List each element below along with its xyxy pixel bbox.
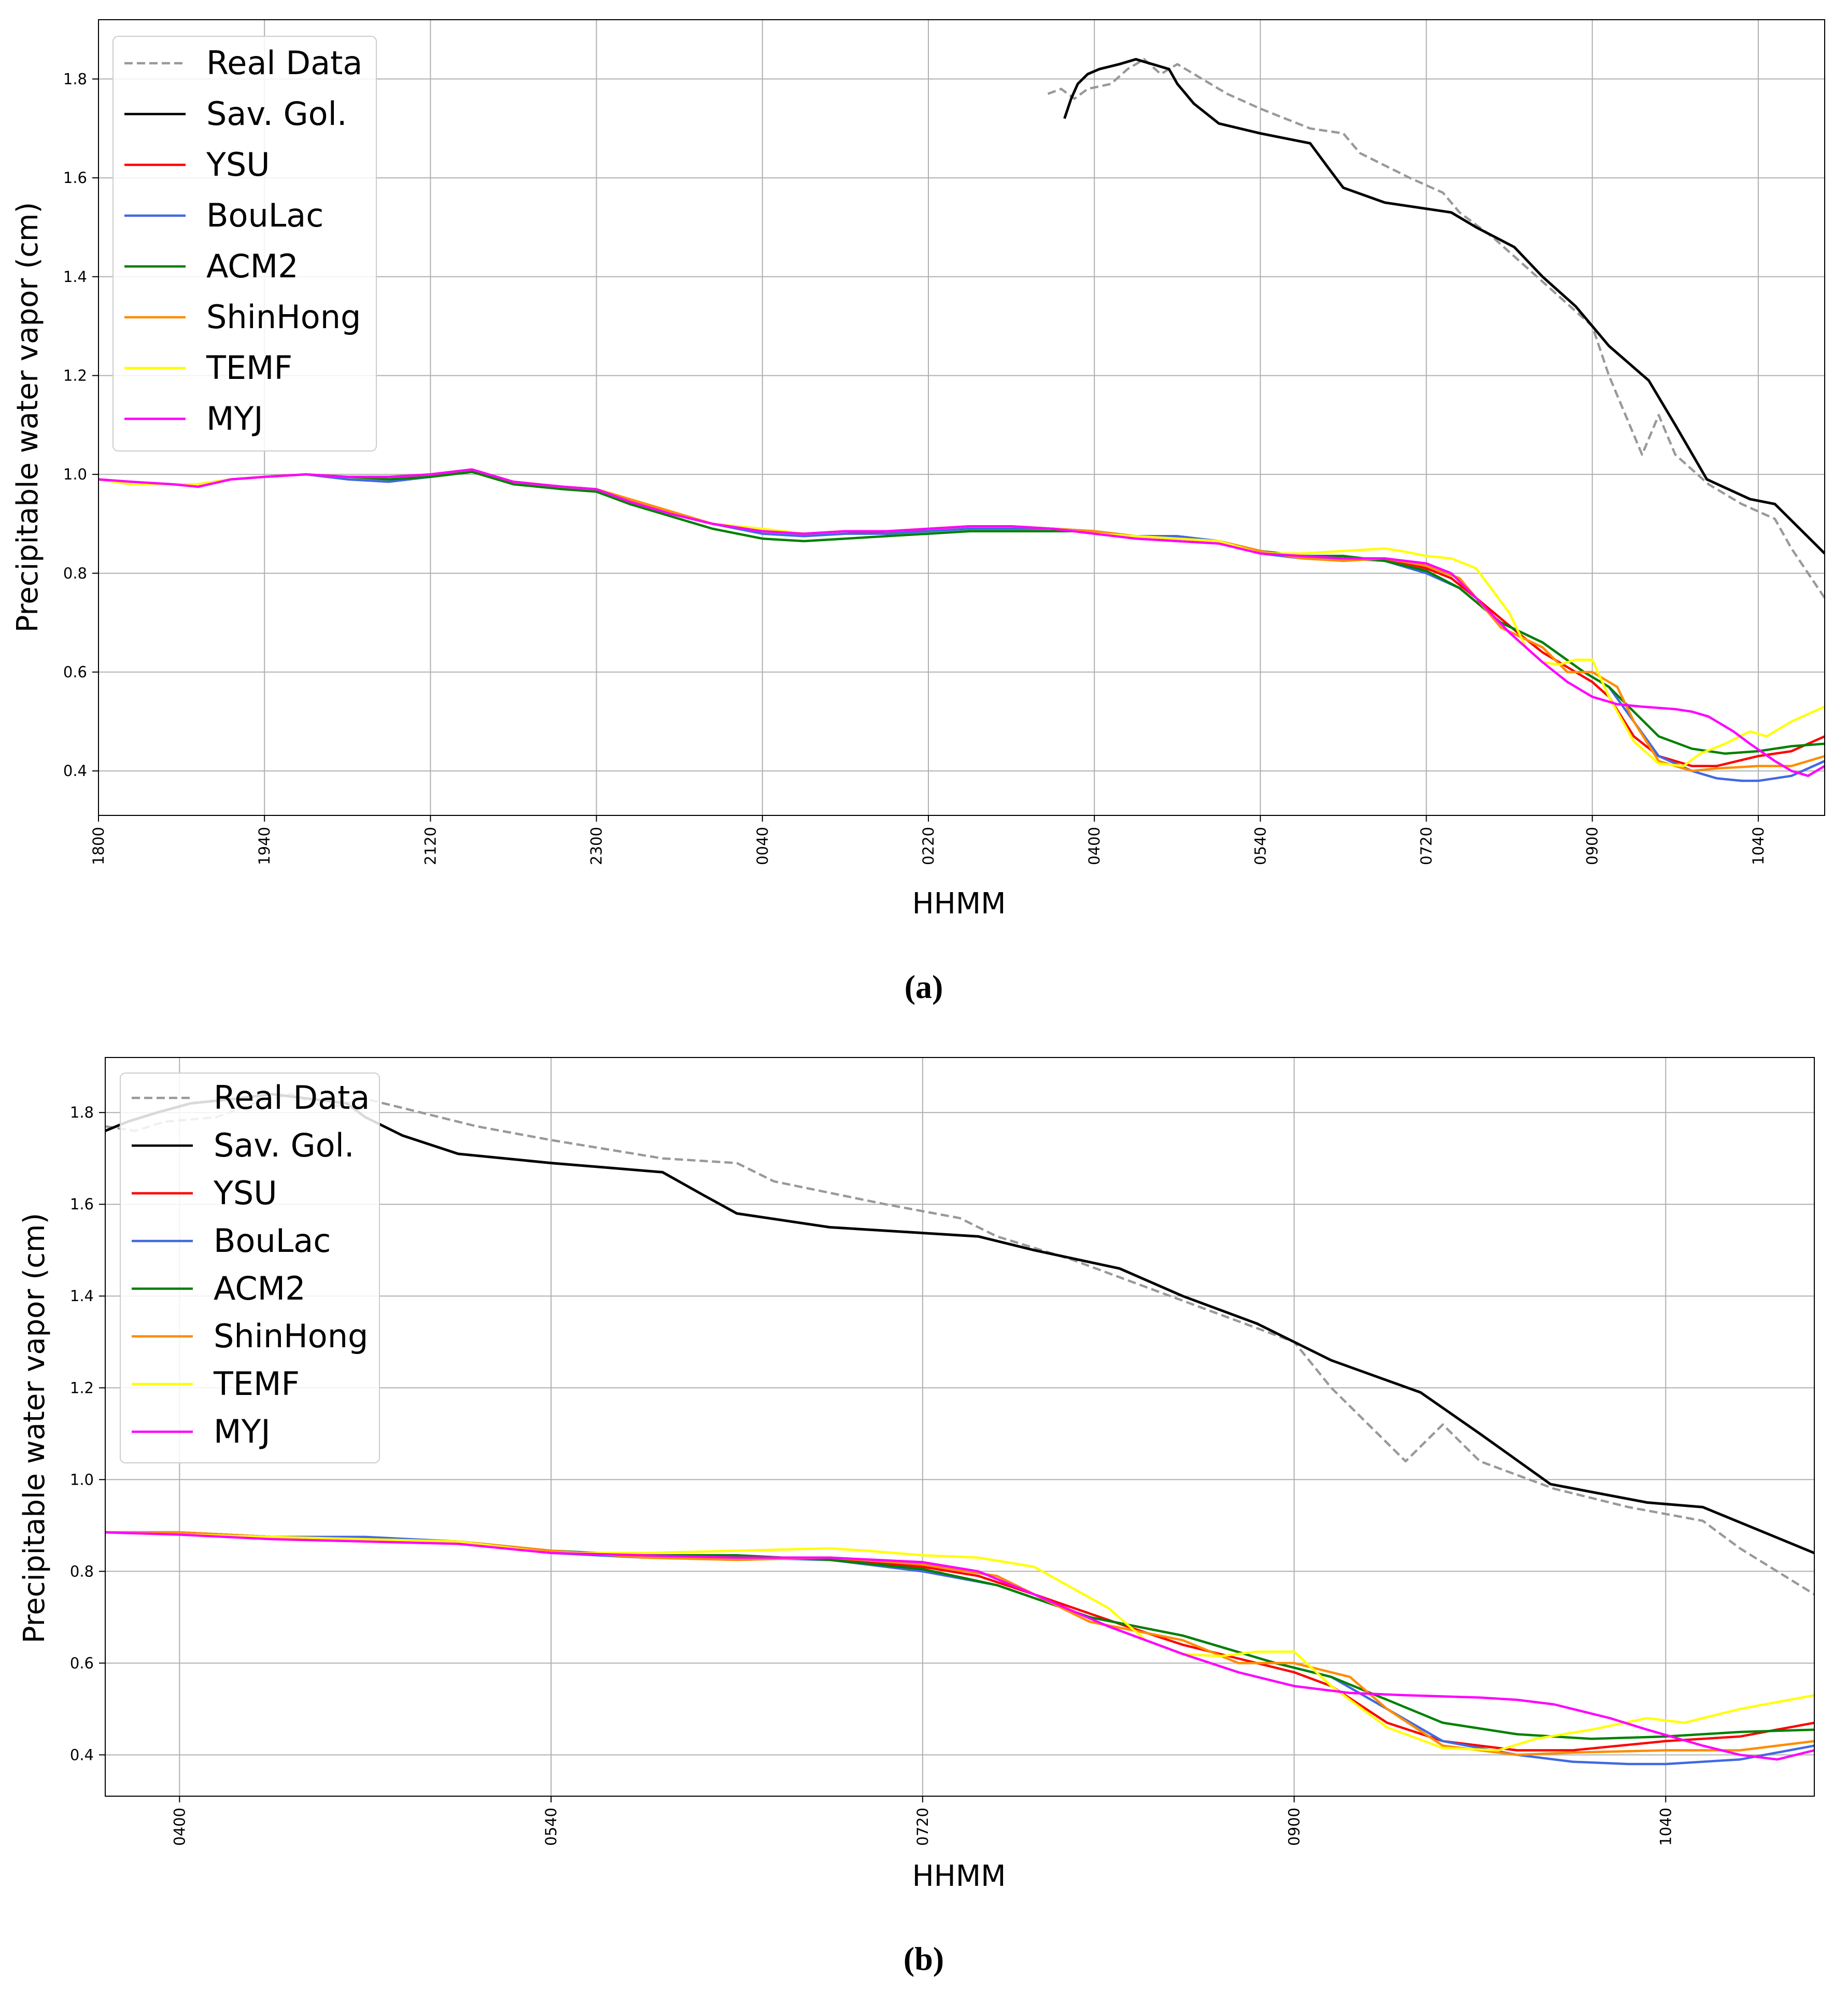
y-tick-label: 1.8 — [70, 1104, 94, 1121]
ticks-a: 1800 1940 2120 2300 0040 0220 0400 0540 0720 0900… — [63, 70, 1767, 865]
y-tick-label: 1.2 — [70, 1379, 94, 1396]
x-tick-label: 0720 — [1418, 827, 1435, 865]
y-tick-label: 1.0 — [70, 1471, 94, 1488]
x-tick-label: 0900 — [1286, 1808, 1303, 1846]
y-tick-label: 0.6 — [70, 1654, 94, 1672]
y-tick-label: 1.2 — [63, 366, 87, 384]
plot-frame-b — [105, 1057, 1815, 1797]
x-tick-label: 1940 — [256, 827, 273, 865]
legend-box — [120, 1073, 380, 1463]
series-line-shinhong — [98, 468, 1825, 772]
x-tick-label: 0400 — [1085, 827, 1103, 865]
y-axis-label-b: Precipitable water vapor (cm) — [18, 1213, 51, 1644]
x-tick-label: 2120 — [421, 827, 439, 865]
y-tick-label: 1.8 — [63, 70, 87, 88]
series-line-acm2 — [105, 1531, 1814, 1740]
grid-a — [98, 20, 1825, 815]
legend-label: BouLac — [214, 1222, 331, 1260]
y-tick-label: 1.6 — [70, 1195, 94, 1213]
y-tick-label: 0.6 — [63, 664, 87, 681]
series-line-myj — [105, 1531, 1814, 1761]
y-tick-label: 1.0 — [63, 465, 87, 483]
series-line-ysu — [98, 468, 1825, 767]
series-line-real-data — [1047, 58, 1825, 599]
x-tick-label: 1040 — [1657, 1808, 1674, 1846]
series-group-a — [98, 58, 1825, 782]
legend-label: YSU — [206, 146, 270, 184]
y-tick-label: 0.4 — [63, 762, 87, 780]
x-axis-label-a: HHMM — [912, 887, 1006, 921]
chart-panel-b: 0400 0540 0720 0900 1040 0.4 0.6 0.8 1.0 1.2 1.4 1.… — [18, 1057, 1815, 1977]
legend-label: Real Data — [214, 1079, 370, 1117]
x-tick-label: 1800 — [90, 827, 107, 865]
y-tick-label: 1.4 — [63, 268, 87, 286]
y-tick-label: 0.8 — [70, 1562, 94, 1580]
chart-panel-a: 1800 1940 2120 2300 0040 0220 0400 0540 0720 0900… — [11, 19, 1825, 1005]
y-tick-label: 1.6 — [63, 169, 87, 187]
y-tick-label: 1.4 — [70, 1287, 94, 1305]
legend-label: ACM2 — [206, 247, 299, 285]
legend-label: MYJ — [206, 400, 263, 438]
series-line-myj — [98, 468, 1825, 777]
legend-label: TEMF — [213, 1365, 300, 1403]
series-group-b — [105, 1093, 1814, 1766]
legend-label: YSU — [213, 1174, 277, 1212]
x-tick-label: 1040 — [1750, 827, 1767, 865]
legend-box — [112, 36, 377, 452]
legend-label: BouLac — [206, 196, 323, 234]
y-tick-label: 0.4 — [70, 1746, 94, 1764]
x-tick-label: 0540 — [542, 1808, 560, 1846]
caption-a: (a) — [905, 968, 943, 1005]
legend-label: ShinHong — [214, 1317, 368, 1355]
x-tick-label: 2300 — [588, 827, 605, 865]
series-line-shinhong — [105, 1531, 1814, 1756]
series-line-sav-gol — [1063, 58, 1825, 555]
series-line-temf — [98, 468, 1825, 767]
x-tick-label: 0900 — [1584, 827, 1601, 865]
series-line-ysu — [105, 1531, 1814, 1752]
legend-label: TEMF — [206, 349, 292, 387]
legend-label: ACM2 — [214, 1269, 306, 1307]
legend-label: Sav. Gol. — [206, 95, 347, 133]
legend-label: Real Data — [206, 44, 362, 82]
x-tick-label: 0540 — [1251, 827, 1269, 865]
x-tick-label: 0040 — [754, 827, 771, 865]
plot-frame-a — [98, 19, 1825, 816]
grid-b — [105, 1057, 1814, 1796]
legend-a: Real Data Sav. Gol. YSU BouLac ACM2 ShinHong T… — [112, 36, 377, 452]
series-line-acm2 — [98, 471, 1825, 755]
series-line-temf — [105, 1531, 1814, 1752]
series-line-boulac — [98, 471, 1825, 782]
legend-label: ShinHong — [206, 298, 361, 336]
x-axis-label-b: HHMM — [912, 1859, 1006, 1893]
x-tick-label: 0720 — [914, 1808, 932, 1846]
legend-label: Sav. Gol. — [214, 1126, 355, 1164]
ticks-b: 0400 0540 0720 0900 1040 0.4 0.6 0.8 1.0 1.2 1.4 1.… — [70, 1104, 1674, 1846]
y-tick-label: 0.8 — [63, 565, 87, 582]
legend-b: Real Data Sav. Gol. YSU BouLac ACM2 ShinHong T… — [120, 1073, 380, 1463]
legend-label: MYJ — [214, 1413, 271, 1450]
x-tick-label: 0400 — [171, 1808, 188, 1846]
y-axis-label-a: Precipitable water vapor (cm) — [11, 202, 45, 633]
x-tick-label: 0220 — [920, 827, 937, 865]
caption-b: (b) — [904, 1940, 944, 1977]
